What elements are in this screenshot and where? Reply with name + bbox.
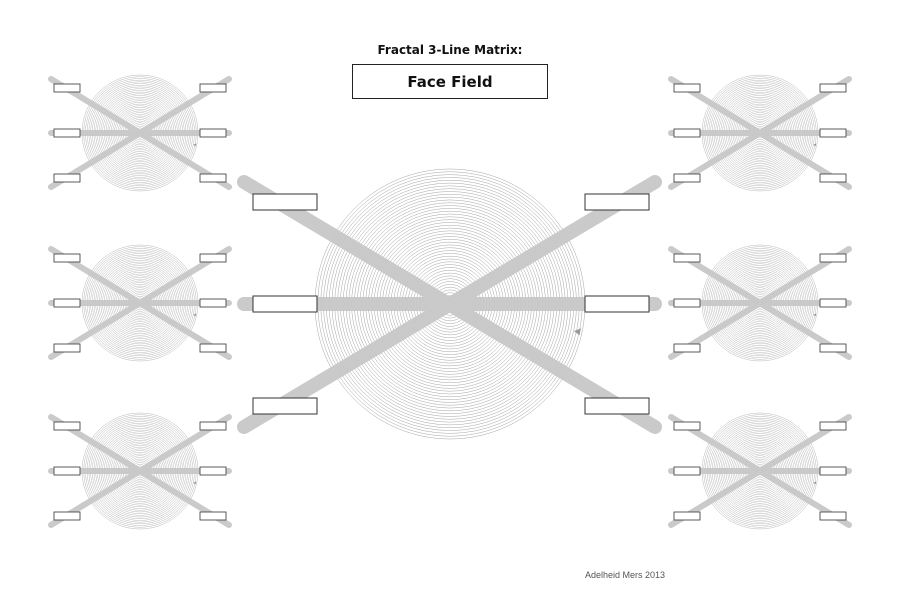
small-unit-6-lines [668,414,852,528]
label-box [673,343,701,353]
spiral-arrow [193,313,197,317]
small-unit-6 [668,412,852,530]
label-box [819,83,847,93]
label-box [199,421,227,431]
label-box [199,343,227,353]
label-box [819,173,847,183]
small-unit-2-lines [48,246,232,360]
label-box [199,298,227,308]
label-box [584,295,650,313]
label-box [819,253,847,263]
spiral-arrow [813,143,817,147]
label-box [673,128,701,138]
label-box [199,511,227,521]
label-box [673,511,701,521]
field-title: Face Field [407,72,493,91]
label-box [819,466,847,476]
field-title-box: Face Field [352,64,548,99]
label-box [53,83,81,93]
label-box [673,253,701,263]
spiral-arrow [813,313,817,317]
spiral-arrow [193,481,197,485]
label-box [199,253,227,263]
small-unit-1-lines [48,76,232,190]
label-box [199,173,227,183]
label-box [819,343,847,353]
author-credit: Adelheid Mers 2013 [584,570,666,580]
label-box [199,466,227,476]
diagonal-line-up [48,414,232,528]
label-box [819,511,847,521]
spiral-arrow [193,143,197,147]
diagonal-line-up [668,76,852,190]
label-box [673,421,701,431]
label-box [53,421,81,431]
small-unit-3 [48,412,232,530]
small-unit-6-label-boxes [673,421,847,521]
label-box [199,83,227,93]
matrix-heading: Fractal 3-Line Matrix: [377,43,523,57]
label-box [53,343,81,353]
label-box [819,298,847,308]
label-box [673,466,701,476]
label-box [53,253,81,263]
label-box [252,295,318,313]
small-unit-5-label-boxes [673,253,847,353]
diagonal-line-up [668,246,852,360]
small-unit-4-lines [668,76,852,190]
label-box [53,173,81,183]
label-box [53,511,81,521]
label-box [819,128,847,138]
small-unit-5-lines [668,246,852,360]
label-box [252,193,318,211]
spiral-arrow [573,328,581,336]
label-box [53,298,81,308]
small-unit-4 [668,74,852,192]
spiral-arrow [813,481,817,485]
small-unit-3-lines [48,414,232,528]
label-box [673,173,701,183]
central-unit-label-boxes [252,193,650,415]
small-unit-3-label-boxes [53,421,227,521]
label-box [199,128,227,138]
small-unit-2 [48,244,232,362]
central-unit [237,168,662,440]
small-unit-4-label-boxes [673,83,847,183]
label-box [673,83,701,93]
diagonal-line-up [668,414,852,528]
label-box [53,466,81,476]
diagonal-line-up [48,246,232,360]
diagonal-line-up [48,76,232,190]
diagonal-line-up [237,175,662,434]
label-box [53,128,81,138]
label-box [819,421,847,431]
label-box [252,397,318,415]
label-box [584,193,650,211]
label-box [584,397,650,415]
small-unit-2-label-boxes [53,253,227,353]
small-unit-1-label-boxes [53,83,227,183]
small-unit-5 [668,244,852,362]
label-box [673,298,701,308]
small-unit-1 [48,74,232,192]
